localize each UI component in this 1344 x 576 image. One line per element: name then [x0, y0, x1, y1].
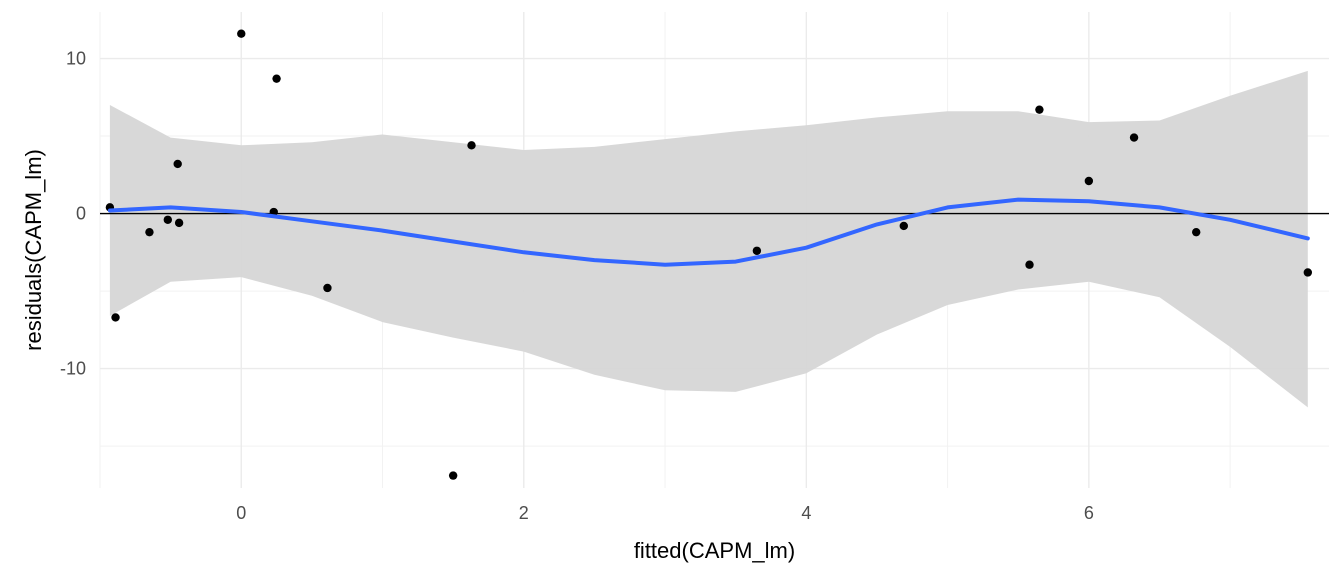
data-point — [1129, 133, 1139, 142]
x-tick-labels: 0 2 4 6 — [236, 503, 1094, 523]
y-axis-title: residuals(CAPM_lm) — [21, 149, 46, 351]
data-point — [323, 283, 332, 293]
data-point — [899, 221, 908, 231]
data-point — [1035, 105, 1044, 114]
loess-smooth-line — [107, 197, 1310, 267]
data-point — [752, 246, 762, 255]
data-point — [1192, 227, 1201, 237]
x-tick-label: 6 — [1084, 503, 1094, 523]
data-point — [467, 141, 476, 150]
data-point — [163, 215, 173, 224]
data-point — [145, 227, 154, 237]
plot-area — [99, 12, 1329, 488]
data-point — [173, 159, 182, 169]
x-axis-title: fitted(CAPM_lm) — [634, 538, 795, 563]
data-point — [1084, 176, 1094, 186]
y-tick-label: 10 — [66, 49, 86, 69]
data-point — [174, 218, 184, 228]
data-point — [272, 74, 281, 83]
data-point — [237, 29, 246, 38]
x-tick-label: 4 — [801, 503, 811, 523]
y-tick-label: 0 — [76, 204, 86, 224]
confidence-ribbon — [109, 70, 1308, 408]
y-tick-labels: -10 0 10 — [60, 49, 86, 379]
data-point — [111, 313, 120, 322]
data-point — [448, 471, 458, 480]
y-tick-label: -10 — [60, 359, 86, 379]
x-tick-label: 0 — [236, 503, 246, 523]
data-point — [1025, 260, 1034, 269]
data-point — [1303, 268, 1313, 277]
x-tick-label: 2 — [519, 503, 529, 523]
